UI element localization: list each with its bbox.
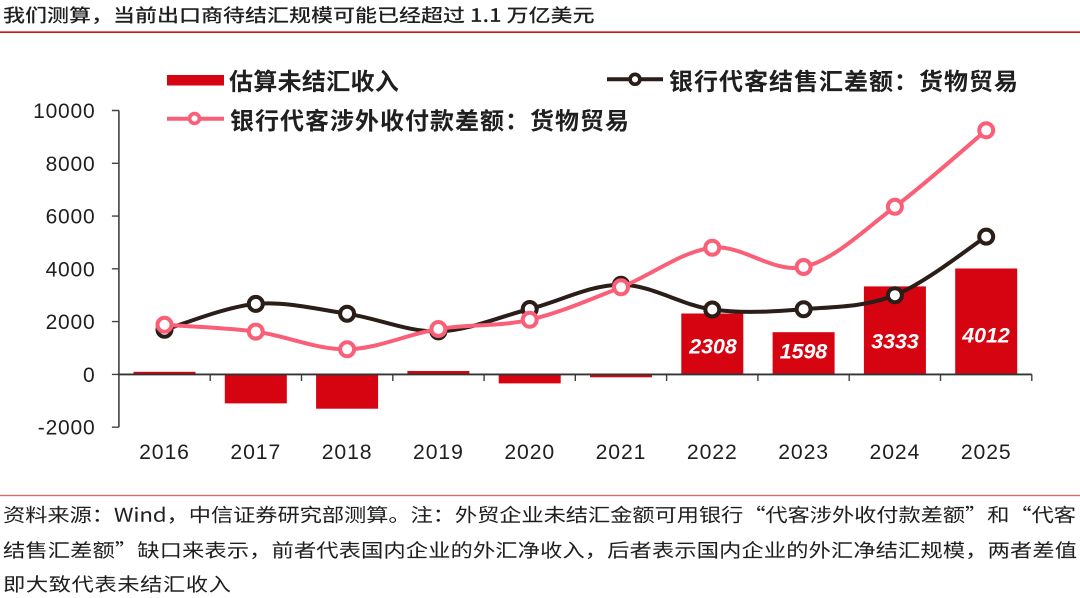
svg-text:-2000: -2000 — [38, 417, 96, 440]
svg-text:2308: 2308 — [688, 335, 737, 359]
svg-text:2021: 2021 — [596, 441, 647, 464]
svg-text:4012: 4012 — [961, 324, 1010, 348]
svg-text:2024: 2024 — [870, 441, 921, 464]
svg-text:2000: 2000 — [46, 311, 96, 334]
svg-text:2016: 2016 — [139, 441, 190, 464]
svg-text:6000: 6000 — [46, 206, 96, 229]
svg-text:2018: 2018 — [322, 441, 373, 464]
svg-text:0: 0 — [83, 364, 95, 387]
svg-text:2017: 2017 — [230, 441, 281, 464]
svg-text:2022: 2022 — [687, 441, 738, 464]
svg-text:8000: 8000 — [46, 153, 96, 176]
svg-text:4000: 4000 — [46, 258, 96, 281]
svg-text:2023: 2023 — [778, 441, 829, 464]
svg-text:10000: 10000 — [33, 100, 95, 123]
svg-text:2019: 2019 — [413, 441, 464, 464]
svg-text:2025: 2025 — [961, 441, 1012, 464]
svg-text:2020: 2020 — [504, 441, 555, 464]
svg-text:1598: 1598 — [780, 340, 828, 364]
svg-text:3333: 3333 — [871, 330, 919, 354]
